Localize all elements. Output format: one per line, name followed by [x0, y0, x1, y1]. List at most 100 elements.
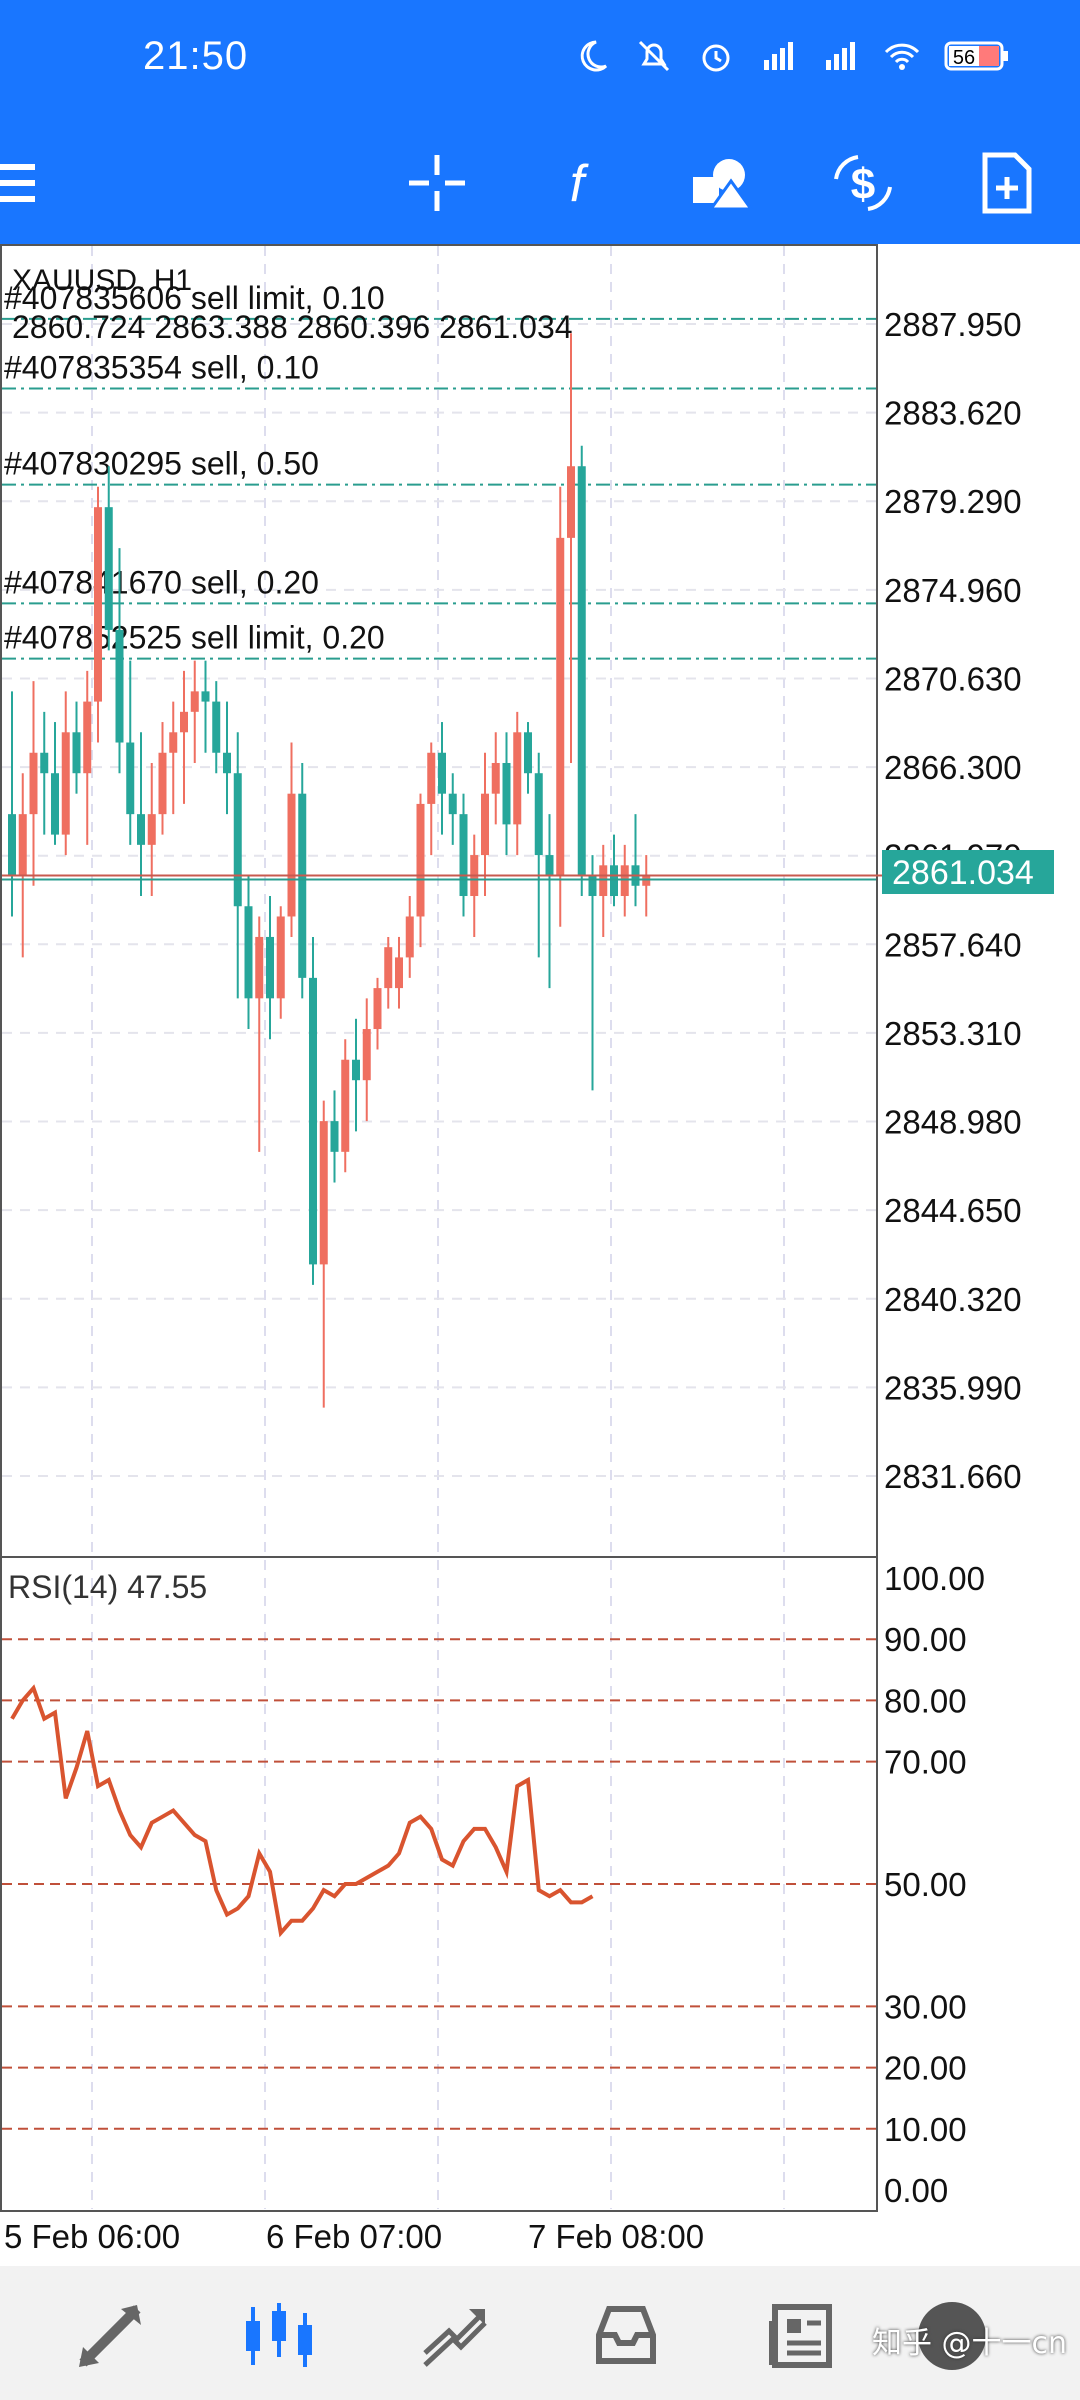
candle-body — [545, 855, 554, 876]
watermark: 知乎 @十一cn — [872, 2326, 1068, 2361]
candle-body — [556, 537, 565, 876]
candle-body — [18, 814, 27, 876]
candle-body — [104, 507, 113, 630]
candle-body — [298, 793, 307, 978]
nav-trade[interactable] — [414, 2296, 494, 2376]
candle-body — [341, 1059, 350, 1152]
rsi-axis-label: 0.00 — [884, 2172, 948, 2209]
candle-body — [137, 814, 145, 845]
price-axis-label: 2835.990 — [884, 1369, 1022, 1406]
candle-body — [51, 773, 59, 835]
candle-body — [448, 793, 457, 815]
rsi-label: RSI(14) 47.55 — [8, 1569, 207, 1605]
nav-chat[interactable] — [912, 2296, 992, 2376]
candle-body — [72, 732, 81, 774]
chat-icon — [918, 2302, 986, 2370]
signal-hd-icon — [764, 42, 793, 70]
time-axis-label: 7 Feb 08:00 — [528, 2218, 704, 2255]
candle-body — [610, 865, 618, 897]
order-label: #407835354 sell, 0.10 — [4, 349, 319, 385]
indicators-button[interactable]: f — [542, 148, 612, 218]
news-icon — [769, 2304, 832, 2368]
mute-icon — [638, 40, 670, 72]
candle-body — [330, 1121, 339, 1152]
candle-body — [459, 814, 468, 897]
chart-canvas[interactable]: #407835606 sell limit, 0.10 #407835354 se… — [0, 244, 1080, 2264]
current-price-label: 2861.034 — [892, 854, 1034, 892]
candle-body — [362, 1029, 371, 1081]
status-bar: 21:50 56 — [0, 0, 1080, 120]
candle-body — [309, 977, 317, 1265]
candle-body — [524, 732, 532, 774]
candle-body — [384, 947, 393, 989]
candle-body — [427, 752, 436, 804]
price-axis-label: 2883.620 — [884, 395, 1022, 432]
rsi-axis-label: 80.00 — [884, 1682, 967, 1719]
candle-body — [287, 793, 296, 917]
candle-body — [620, 865, 629, 897]
candle-body — [40, 752, 49, 774]
wifi-icon — [884, 43, 920, 70]
new-order-icon — [982, 152, 1032, 214]
candle-body — [266, 936, 274, 999]
alarm-icon — [702, 44, 730, 72]
price-axis-label: 2870.630 — [884, 660, 1022, 697]
nav-chart[interactable] — [240, 2296, 320, 2376]
price-axis-label: 2848.980 — [884, 1104, 1022, 1141]
quotes-icon — [79, 2305, 141, 2367]
candle-body — [201, 691, 210, 702]
candle-body — [29, 752, 38, 815]
price-axis-label: 2887.950 — [884, 306, 1022, 343]
candle-body — [190, 691, 199, 712]
candle-body — [223, 752, 231, 774]
bottom-navigation: 知乎 @十一cn — [0, 2266, 1080, 2400]
status-icons: 56 — [572, 36, 1010, 76]
nav-news[interactable] — [760, 2296, 840, 2376]
price-axis-label: 2879.290 — [884, 483, 1022, 520]
time-axis-label: 5 Feb 06:00 — [4, 2218, 180, 2255]
symbol-label: XAUUSD, H1 — [12, 264, 192, 297]
price-axis-label: 2853.310 — [884, 1015, 1022, 1052]
candle-body — [373, 988, 382, 1030]
candle-body — [438, 752, 446, 794]
rsi-line — [10, 1684, 594, 1938]
new-order-button[interactable] — [972, 148, 1042, 218]
rsi-axis-label: 10.00 — [884, 2111, 967, 2148]
candle-body — [642, 875, 651, 886]
rsi-frame — [0, 1556, 878, 2212]
candle-body — [319, 1121, 328, 1265]
time-axis-label: 6 Feb 07:00 — [266, 2218, 442, 2255]
candle-body — [255, 936, 264, 999]
svg-text:f: f — [570, 155, 589, 213]
trade-button[interactable]: $ — [828, 148, 898, 218]
indicators-icon: f — [570, 155, 589, 213]
nav-history[interactable] — [586, 2296, 666, 2376]
candle-body — [180, 711, 188, 733]
order-label: #407835606 sell limit, 0.10 — [4, 280, 385, 316]
trade-icon: $ — [834, 155, 892, 211]
candle-body — [577, 466, 586, 876]
svg-text:$: $ — [851, 160, 875, 209]
candle-body — [169, 732, 178, 753]
nav-quotes[interactable] — [70, 2296, 150, 2376]
chart-toolbar: f $ — [0, 120, 1080, 244]
candle-body — [115, 629, 124, 743]
price-axis-label: 2844.650 — [884, 1192, 1022, 1229]
candle-body — [126, 742, 135, 815]
ohlc-label: 2860.724 2863.388 2860.396 2861.034 — [12, 309, 573, 345]
price-axis-label: 2831.660 — [884, 1458, 1022, 1495]
signal-hd-icon — [826, 42, 855, 70]
order-label: #407841670 sell, 0.20 — [4, 564, 319, 600]
candle-body — [534, 773, 543, 856]
candle-body — [395, 957, 403, 989]
candle-body — [94, 507, 102, 702]
candle-body — [233, 773, 242, 907]
menu-button[interactable] — [0, 148, 50, 218]
crosshair-button[interactable] — [402, 148, 472, 218]
chart-area[interactable]: #407835606 sell limit, 0.10 #407835354 se… — [0, 244, 1080, 2264]
battery-level: 56 — [953, 47, 975, 69]
crosshair-icon — [409, 155, 465, 211]
candle-body — [276, 916, 285, 999]
objects-button[interactable] — [686, 148, 756, 218]
candle-body — [481, 793, 489, 856]
